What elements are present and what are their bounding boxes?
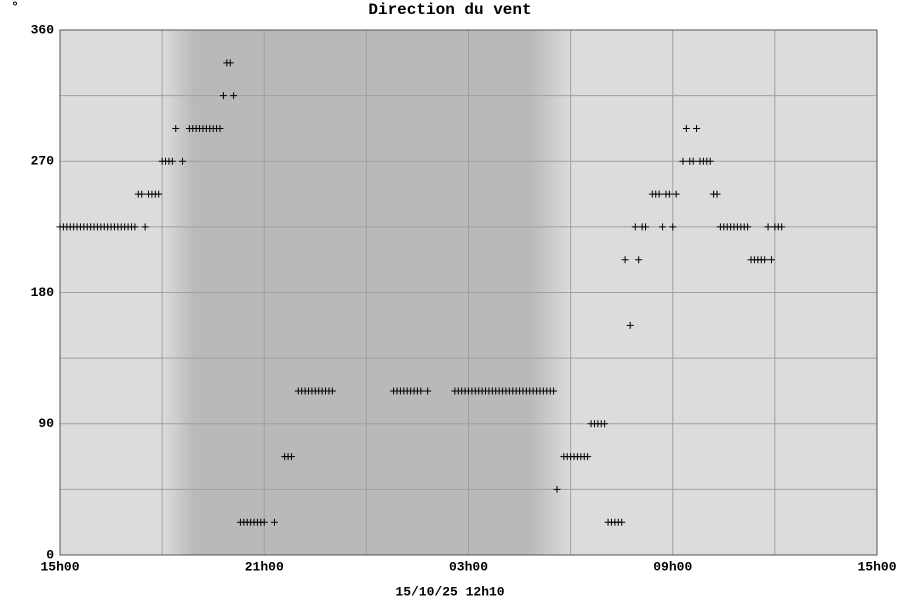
- data-point: [168, 157, 176, 165]
- data-point: [642, 223, 650, 231]
- data-point: [417, 387, 425, 395]
- data-point: [584, 453, 592, 461]
- data-point: [706, 157, 714, 165]
- data-point: [270, 518, 278, 526]
- data-point: [230, 92, 238, 100]
- data-point: [761, 256, 769, 264]
- data-point: [679, 157, 687, 165]
- data-point: [655, 190, 663, 198]
- data-point: [155, 190, 163, 198]
- data-point: [713, 190, 721, 198]
- y-tick-label: 0: [46, 547, 54, 562]
- plot-border: [59, 29, 878, 556]
- data-point: [260, 518, 268, 526]
- data-point: [682, 124, 690, 132]
- data-point: [550, 387, 558, 395]
- y-tick-label: 270: [31, 154, 55, 169]
- chart-title: Direction du vent: [368, 1, 531, 19]
- data-point: [778, 223, 786, 231]
- data-point: [179, 157, 187, 165]
- data-point: [635, 256, 643, 264]
- data-point: [764, 223, 772, 231]
- y-tick-label: 90: [38, 416, 54, 431]
- data-point: [553, 485, 561, 493]
- data-point: [693, 124, 701, 132]
- data-point: [665, 190, 673, 198]
- data-point: [216, 124, 224, 132]
- data-point: [219, 92, 227, 100]
- x-tick-label: 03h00: [449, 559, 488, 574]
- data-point: [287, 453, 295, 461]
- data-point: [689, 157, 697, 165]
- data-point: [621, 256, 629, 264]
- data-point: [141, 223, 149, 231]
- data-point: [424, 387, 432, 395]
- data-point: [328, 387, 336, 395]
- x-tick-label: 15h00: [40, 559, 79, 574]
- y-tick-label: 360: [31, 22, 55, 37]
- data-point: [767, 256, 775, 264]
- data-point: [672, 190, 680, 198]
- y-axis-label: °: [11, 0, 19, 14]
- data-point: [131, 223, 139, 231]
- data-point: [618, 518, 626, 526]
- data-point: [626, 321, 634, 329]
- x-tick-label: 09h00: [653, 559, 692, 574]
- data-point: [172, 124, 180, 132]
- data-point: [138, 190, 146, 198]
- data-point: [601, 420, 609, 428]
- x-tick-label: 15h00: [857, 559, 896, 574]
- data-point: [669, 223, 677, 231]
- x-axis-label: 15/10/25 12h10: [395, 584, 504, 599]
- data-point: [659, 223, 667, 231]
- x-tick-label: 21h00: [245, 559, 284, 574]
- data-point: [226, 59, 234, 67]
- y-tick-label: 180: [31, 285, 55, 300]
- data-point: [631, 223, 639, 231]
- data-point: [744, 223, 752, 231]
